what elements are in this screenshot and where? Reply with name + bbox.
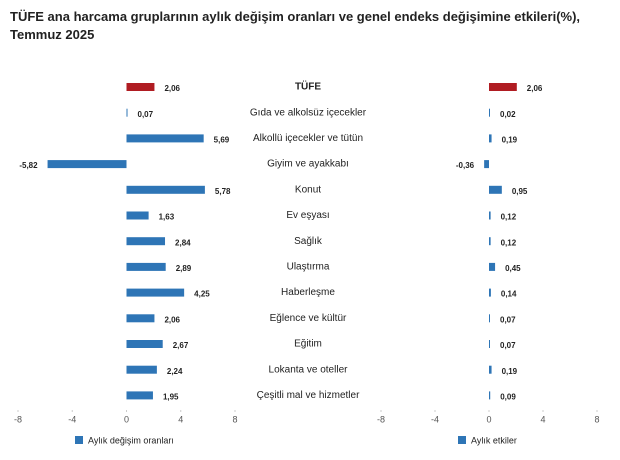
bar — [126, 365, 157, 374]
bar — [126, 108, 128, 117]
bar — [47, 160, 127, 169]
bar — [126, 262, 166, 271]
value-label: 2,06 — [164, 84, 180, 93]
bar — [489, 211, 491, 220]
x-tick-label: 0 — [124, 414, 129, 424]
x-tick-label: -8 — [14, 414, 22, 424]
category-label: Eğlence ve kültür — [270, 313, 347, 324]
value-label: 5,69 — [214, 136, 230, 145]
value-label: -0,36 — [456, 161, 475, 170]
value-label: 2,89 — [176, 264, 192, 273]
category-label: Haberleşme — [281, 287, 335, 298]
value-label: 1,63 — [159, 213, 175, 222]
category-label: Giyim ve ayakkabı — [267, 159, 349, 170]
value-label: 0,12 — [501, 213, 517, 222]
value-label: 2,06 — [164, 315, 180, 324]
chart-title: TÜFE ana harcama gruplarının aylık değiş… — [10, 9, 581, 42]
value-label: 2,84 — [175, 238, 191, 247]
value-label: 4,25 — [194, 290, 210, 299]
x-tick-label: 0 — [486, 414, 491, 424]
value-label: -5,82 — [19, 161, 38, 170]
value-label: 0,02 — [500, 110, 516, 119]
value-label: 2,06 — [527, 84, 543, 93]
bar — [489, 134, 492, 143]
category-label: Alkollü içecekler ve tütün — [253, 133, 363, 144]
bar — [489, 340, 490, 348]
bar — [126, 340, 163, 348]
x-tick-label: 4 — [178, 414, 183, 424]
bar — [489, 288, 491, 297]
bar — [126, 134, 204, 143]
value-label: 2,67 — [173, 341, 189, 350]
legend-swatch — [75, 436, 83, 444]
x-tick-label: 8 — [594, 414, 599, 424]
value-label: 0,07 — [138, 110, 154, 119]
legend-label: Aylık değişim oranları — [88, 435, 174, 445]
bar — [484, 160, 489, 169]
bar — [489, 365, 492, 374]
value-label: 0,12 — [501, 238, 517, 247]
category-label: Ev eşyası — [286, 210, 329, 221]
category-label: Eğitim — [294, 339, 322, 350]
x-tick-label: -4 — [68, 414, 76, 424]
value-label: 1,95 — [163, 393, 179, 402]
bar — [126, 391, 153, 400]
value-label: 0,45 — [505, 264, 521, 273]
category-label: Çeşitli mal ve hizmetler — [257, 390, 360, 401]
bar — [126, 237, 166, 246]
value-label: 0,07 — [500, 315, 516, 324]
x-tick-label: 4 — [540, 414, 545, 424]
category-label: Sağlık — [294, 236, 323, 247]
x-tick-label: 8 — [232, 414, 237, 424]
bar — [126, 211, 149, 220]
bar — [126, 83, 155, 91]
x-tick-label: -4 — [431, 414, 439, 424]
value-label: 0,19 — [502, 136, 518, 145]
category-label: Ulaştırma — [287, 262, 330, 273]
legend-label: Aylık etkiler — [471, 435, 517, 445]
category-label: TÜFE — [295, 80, 321, 93]
bar — [489, 237, 491, 246]
bar — [489, 391, 491, 400]
value-label: 0,07 — [500, 341, 516, 350]
bar — [489, 314, 490, 323]
value-label: 0,14 — [501, 290, 517, 299]
bar — [489, 262, 496, 271]
value-label: 5,78 — [215, 187, 231, 196]
x-tick-label: -8 — [377, 414, 385, 424]
category-label: Gıda ve alkolsüz içecekler — [250, 107, 367, 118]
bar — [489, 108, 490, 117]
value-label: 0,95 — [512, 187, 528, 196]
legend-swatch — [458, 436, 466, 444]
value-label: 2,24 — [167, 367, 183, 376]
bar — [126, 314, 155, 323]
value-label: 0,09 — [500, 393, 516, 402]
bar — [126, 185, 205, 194]
category-label: Konut — [295, 184, 321, 195]
bar — [489, 185, 502, 194]
bar — [126, 288, 185, 297]
value-label: 0,19 — [502, 367, 518, 376]
category-label: Lokanta ve oteller — [269, 364, 349, 375]
bar — [489, 83, 517, 91]
